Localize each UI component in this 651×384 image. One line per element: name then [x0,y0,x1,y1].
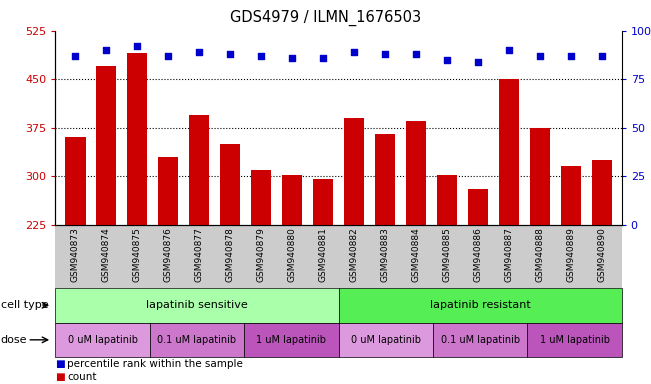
Point [566,53,576,59]
Text: dose: dose [1,335,27,345]
Bar [561,167,581,370]
Bar [189,115,210,370]
Text: 0 uM lapatinib: 0 uM lapatinib [351,335,421,345]
Text: 0 uM lapatinib: 0 uM lapatinib [68,335,137,345]
Point [318,55,328,61]
Bar [96,66,117,370]
Bar [220,144,240,370]
Point [473,59,483,65]
Point [101,47,111,53]
Text: ■: ■ [55,359,65,369]
Point [534,53,545,59]
Text: lapatinib sensitive: lapatinib sensitive [146,300,248,310]
Point [287,55,298,61]
Point [380,51,390,57]
Text: 1 uM lapatinib: 1 uM lapatinib [256,335,326,345]
Text: 0.1 uM lapatinib: 0.1 uM lapatinib [441,335,519,345]
Bar [282,175,302,370]
Point [70,53,81,59]
Text: ■: ■ [55,372,65,382]
Point [411,51,421,57]
Text: 1 uM lapatinib: 1 uM lapatinib [540,335,609,345]
Point [132,43,143,49]
Bar [467,189,488,370]
Point [163,53,174,59]
Point [596,53,607,59]
Bar [128,53,147,370]
Point [349,49,359,55]
Bar [592,160,612,370]
Text: count: count [67,372,96,382]
Text: GDS4979 / ILMN_1676503: GDS4979 / ILMN_1676503 [230,10,421,26]
Bar [344,118,364,370]
Text: lapatinib resistant: lapatinib resistant [430,300,531,310]
Bar [65,137,85,370]
Bar [530,128,549,370]
Point [441,57,452,63]
Text: percentile rank within the sample: percentile rank within the sample [67,359,243,369]
Point [225,51,236,57]
Bar [406,121,426,370]
Bar [313,179,333,370]
Bar [251,170,271,370]
Point [256,53,266,59]
Text: cell type: cell type [1,300,48,310]
Bar [437,175,457,370]
Point [194,49,204,55]
Bar [499,79,519,370]
Text: 0.1 uM lapatinib: 0.1 uM lapatinib [158,335,236,345]
Point [503,47,514,53]
Bar [375,134,395,370]
Bar [158,157,178,370]
